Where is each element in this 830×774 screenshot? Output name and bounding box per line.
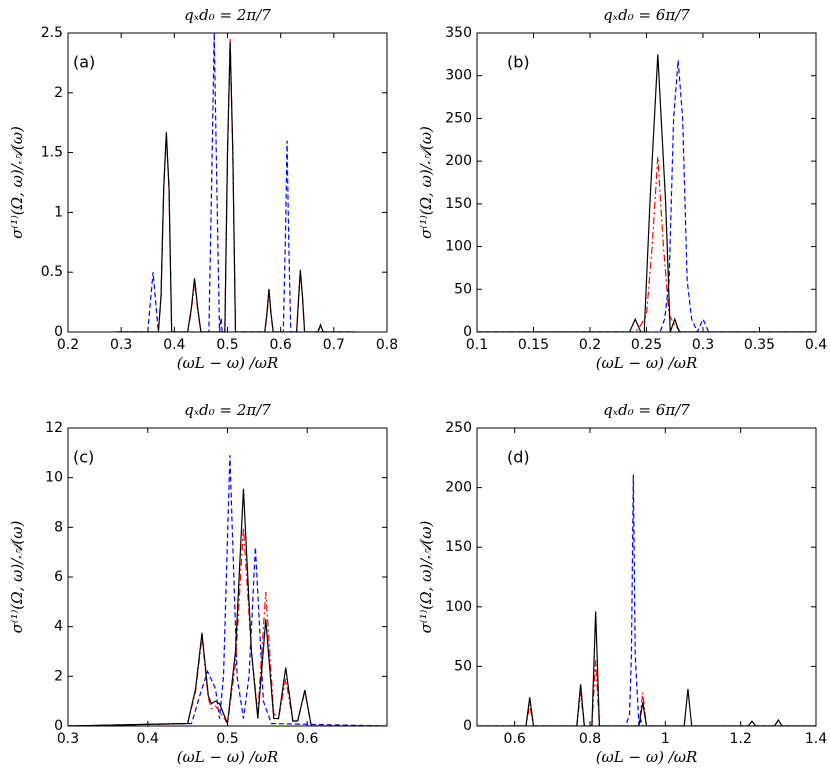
plot-area xyxy=(477,474,816,726)
series-line xyxy=(477,611,816,726)
series-line xyxy=(477,54,816,332)
series-line xyxy=(477,660,816,726)
y-tick-label: 4 xyxy=(54,619,63,635)
y-tick-label: 8 xyxy=(54,519,63,535)
y-tick-label: 10 xyxy=(45,470,63,486)
y-axis-label: σ⁽¹⁾(Ω, ω)/𝒜(ω) xyxy=(417,521,435,634)
y-tick-label: 0 xyxy=(463,324,472,340)
x-tick-label: 0.6 xyxy=(504,731,526,747)
panel-label: (b) xyxy=(507,53,530,72)
x-tick-label: 0.35 xyxy=(744,337,775,353)
x-tick-label: 0.3 xyxy=(110,337,132,353)
y-tick-label: 0 xyxy=(54,718,63,734)
x-tick-label: 0.6 xyxy=(296,731,318,747)
y-tick-label: 250 xyxy=(445,110,472,126)
y-tick-label: 300 xyxy=(445,68,472,84)
y-tick-label: 1 xyxy=(54,204,63,220)
y-axis-label: σ⁽¹⁾(Ω, ω)/𝒜(ω) xyxy=(8,126,26,239)
panel-label: (d) xyxy=(507,448,530,467)
y-tick-label: 150 xyxy=(445,196,472,212)
x-tick-label: 0.2 xyxy=(57,337,79,353)
x-tick-label: 1.2 xyxy=(730,731,752,747)
x-tick-label: 0.8 xyxy=(579,731,601,747)
x-tick-label: 0.15 xyxy=(518,337,549,353)
series-line xyxy=(68,488,387,726)
y-tick-label: 200 xyxy=(445,480,472,496)
plot-area xyxy=(68,455,387,726)
x-axis-label: (ωL − ω) /ωR xyxy=(177,748,279,766)
y-tick-label: 0 xyxy=(54,324,63,340)
chart-title: qₓd₀ = 6π/7 xyxy=(603,6,690,24)
y-tick-label: 2 xyxy=(54,668,63,684)
x-tick-label: 1 xyxy=(661,731,670,747)
x-tick-label: 0.4 xyxy=(805,337,827,353)
y-tick-label: 150 xyxy=(445,539,472,555)
x-tick-label: 1.4 xyxy=(805,731,827,747)
series-line xyxy=(477,474,816,726)
series-line xyxy=(115,42,356,332)
chart-title: qₓd₀ = 2π/7 xyxy=(184,6,271,24)
x-axis-label: (ωL − ω) /ωR xyxy=(177,354,279,372)
x-tick-label: 0.2 xyxy=(579,337,601,353)
x-tick-label: 0.5 xyxy=(216,337,238,353)
y-axis-label: σ⁽¹⁾(Ω, ω)/𝒜(ω) xyxy=(417,126,435,239)
series-line xyxy=(477,156,816,332)
axes-box xyxy=(476,427,817,727)
plot-area xyxy=(115,32,356,332)
x-tick-label: 0.7 xyxy=(323,337,345,353)
x-tick-label: 0.3 xyxy=(57,731,79,747)
y-tick-label: 2.5 xyxy=(41,25,63,41)
y-tick-label: 1.5 xyxy=(41,145,63,161)
x-tick-label: 0.4 xyxy=(163,337,185,353)
series-line xyxy=(68,527,387,726)
x-tick-label: 0.3 xyxy=(692,337,714,353)
x-tick-label: 0.8 xyxy=(376,337,398,353)
x-tick-label: 0.6 xyxy=(270,337,292,353)
y-axis-label: σ⁽¹⁾(Ω, ω)/𝒜(ω) xyxy=(8,521,26,634)
y-tick-label: 250 xyxy=(445,420,472,436)
axes-box xyxy=(67,427,388,727)
x-tick-label: 0.5 xyxy=(216,731,238,747)
y-tick-label: 350 xyxy=(445,25,472,41)
series-line xyxy=(68,455,387,726)
y-tick-label: 0.5 xyxy=(41,264,63,280)
x-tick-label: 0.1 xyxy=(466,337,488,353)
chart-title: qₓd₀ = 2π/7 xyxy=(184,401,271,419)
y-tick-label: 50 xyxy=(454,658,472,674)
x-tick-label: 0.25 xyxy=(631,337,662,353)
x-tick-label: 0.4 xyxy=(137,731,159,747)
y-tick-label: 0 xyxy=(463,718,472,734)
panel-label: (c) xyxy=(73,448,94,467)
y-tick-label: 12 xyxy=(45,420,63,436)
y-tick-label: 100 xyxy=(445,599,472,615)
x-axis-label: (ωL − ω) /ωR xyxy=(596,354,698,372)
y-tick-label: 50 xyxy=(454,281,472,297)
y-tick-label: 200 xyxy=(445,153,472,169)
series-line xyxy=(477,60,816,332)
chart-title: qₓd₀ = 6π/7 xyxy=(603,401,690,419)
series-line xyxy=(115,32,356,332)
plot-area xyxy=(477,54,816,332)
y-tick-label: 6 xyxy=(54,569,63,585)
x-axis-label: (ωL − ω) /ωR xyxy=(596,748,698,766)
y-tick-label: 100 xyxy=(445,239,472,255)
y-tick-label: 2 xyxy=(54,85,63,101)
panel-label: (a) xyxy=(73,53,95,72)
